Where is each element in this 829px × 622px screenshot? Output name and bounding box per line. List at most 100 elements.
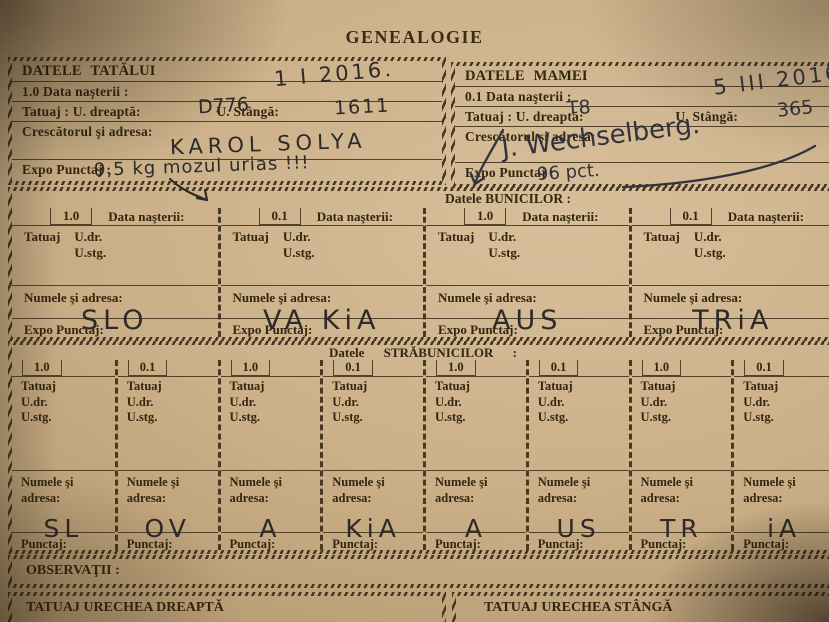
pedigree-code: 0.1 [744,360,784,376]
tattoo-right-ear-section: TATUAJ URECHEA DREAPTĂ [8,592,446,622]
great-grandparents-columns: 1.0 Tatuaj U.dr. U.stg. Numele şi adresa… [12,360,829,551]
grandparent-column-2: 0.1 Data naşterii: Tatuaj U.dr. U.stg. Nu… [217,208,423,337]
pedigree-code: 1.0 [50,208,93,225]
grandparent-column-4: 0.1 Data naşterii: Tatuaj U.dr. U.stg. Nu… [628,208,829,337]
dob-label: Data naşterii: [522,208,599,224]
name-label-line2: adresa: [640,491,680,506]
grandparent-name-handwriting: SLO [81,305,149,336]
great-grandparent-column-5: 1.0 Tatuaj U.dr. U.stg. Numele şi adresa… [423,360,526,551]
ustg-label: U.stg. [282,245,315,260]
tatuaj-label: Tatuaj [126,379,162,393]
great-grandparent-name-handwriting: KiA [345,513,401,543]
observations-heading: OBSERVAŢII : [26,563,120,578]
mother-tattoo-label: Tatuaj : U. dreaptă: [465,109,584,124]
name-label-line1: Numele şi [126,475,180,489]
pedigree-code: 0.1 [538,360,579,376]
pedigree-code: 1.0 [464,208,507,225]
grandparents-section: Datele BUNICILOR : 1.0 Data naşterii: Ta… [8,187,829,341]
dob-label: Data naşterii: [108,208,185,224]
father-tattoo-label: Tatuaj : U. dreaptă: [22,104,141,119]
tatuaj-label: Tatuaj [537,379,573,393]
observations-section: OBSERVAŢII : [8,555,829,588]
name-label-line2: adresa: [537,491,578,506]
udr-label: U.dr. [640,394,668,409]
name-label-line1: Numele şi [229,475,282,489]
name-label-line1: Numele şi [21,475,74,489]
great-grandparent-column-4: 0.1 Tatuaj U.dr. U.stg. Numele şi adresa… [320,360,423,551]
father-section: DATELE TATĂLUI 1.0 Data naşterii : Tatua… [8,57,446,185]
mother-tattoo-left-handwriting: 365 [775,96,815,122]
name-address-label: Numele şi adresa: [24,290,123,305]
name-label-line2: adresa: [743,491,783,506]
grandparent-name-handwriting: AUS [492,305,563,336]
pedigree-code: 1.0 [22,360,62,376]
grandparent-column-1: 1.0 Data naşterii: Tatuaj U.dr. U.stg. Nu… [12,208,218,337]
ustg-label: U.stg. [332,410,363,425]
ustg-label: U.stg. [488,245,521,260]
great-grandparent-name-handwriting: OV [144,513,191,543]
ustg-label: U.stg. [693,245,726,260]
pedigree-code: 0.1 [669,208,712,225]
udr-label: U.dr. [693,229,722,244]
name-label-line2: adresa: [332,491,372,506]
great-grandparents-section: Datele STRĂBUNICILOR : 1.0 Tatuaj U.dr. … [8,341,829,554]
pedigree-code: 0.1 [127,360,168,376]
ustg-label: U.stg. [743,410,774,425]
great-grandparent-column-1: 1.0 Tatuaj U.dr. U.stg. Numele şi adresa… [12,360,115,551]
tattoo-right-ear-heading: TATUAJ URECHEA DREAPTĂ [26,600,224,615]
ustg-label: U.stg. [537,410,569,425]
mother-tattoo-right-handwriting: T8 [566,96,592,120]
great-grandparent-name-handwriting: iA [767,513,802,543]
great-grandparent-column-6: 0.1 Tatuaj U.dr. U.stg. Numele şi adresa… [525,360,629,551]
name-label-line1: Numele şi [640,475,693,489]
ustg-label: U.stg. [229,410,261,425]
name-label-line2: adresa: [229,491,269,506]
great-grandparent-name-handwriting: SL [43,513,84,543]
great-grandparent-name-handwriting: US [556,513,601,543]
name-address-label: Numele şi adresa: [438,290,537,305]
tatuaj-label: Tatuaj [640,379,676,393]
great-grandparent-column-8: 0.1 Tatuaj U.dr. U.stg. Numele şi adresa… [731,360,829,551]
name-label-line1: Numele şi [332,475,385,489]
father-tattoo-right-handwriting: D776 [197,93,250,119]
name-address-label: Numele şi adresa: [232,290,332,305]
udr-label: U.dr. [126,394,154,409]
grandparent-name-handwriting: TRiA [692,305,774,336]
ustg-label: U.stg. [435,410,466,425]
handwritten-flourish-arrow [469,128,817,189]
grandparents-columns: 1.0 Data naşterii: Tatuaj U.dr. U.stg. Nu… [12,208,829,337]
udr-label: U.dr. [74,229,103,244]
tattoo-left-ear-section: TATUAJ URECHEA STÂNGĂ [452,592,829,622]
tatuaj-label: Tatuaj [438,229,475,244]
dob-label: Data naşterii: [727,208,804,224]
grandparent-column-3: 1.0 Data naşterii: Tatuaj U.dr. U.stg. Nu… [423,208,629,337]
name-label-line1: Numele şi [435,475,488,489]
great-grandparent-name-handwriting: TR [660,513,703,543]
udr-label: U.dr. [282,229,311,244]
name-label-line1: Numele şi [743,475,796,489]
handwritten-arrow [168,177,209,202]
pedigree-code: 1.0 [641,360,682,376]
pedigree-code: 0.1 [333,360,373,376]
tatuaj-label: Tatuaj [332,379,368,393]
great-grandparent-column-2: 0.1 Tatuaj U.dr. U.stg. Numele şi adresa… [114,360,218,551]
great-grandparent-column-3: 1.0 Tatuaj U.dr. U.stg. Numele şi adresa… [217,360,321,551]
great-grandparents-heading: Datele STRĂBUNICILOR : [329,345,517,360]
name-address-label: Numele şi adresa: [643,290,743,305]
great-grandparent-column-7: 1.0 Tatuaj U.dr. U.stg. Numele şi adresa… [628,360,732,551]
ustg-label: U.stg. [640,410,672,425]
tatuaj-label: Tatuaj [232,229,269,244]
ustg-label: U.stg. [21,410,52,425]
udr-label: U.dr. [229,394,257,409]
pedigree-code: 1.0 [436,360,476,376]
ustg-label: U.stg. [74,245,107,260]
tatuaj-label: Tatuaj [435,379,470,393]
name-label-line1: Numele şi [537,475,591,489]
tattoo-left-ear-heading: TATUAJ URECHEA STÂNGĂ [484,600,673,615]
udr-label: U.dr. [435,394,462,409]
udr-label: U.dr. [332,394,359,409]
tatuaj-label: Tatuaj [643,229,680,244]
tatuaj-label: Tatuaj [743,379,779,393]
mother-section: DATELE MAMEI 0.1 Data naşterii : Tatuaj … [451,60,829,189]
